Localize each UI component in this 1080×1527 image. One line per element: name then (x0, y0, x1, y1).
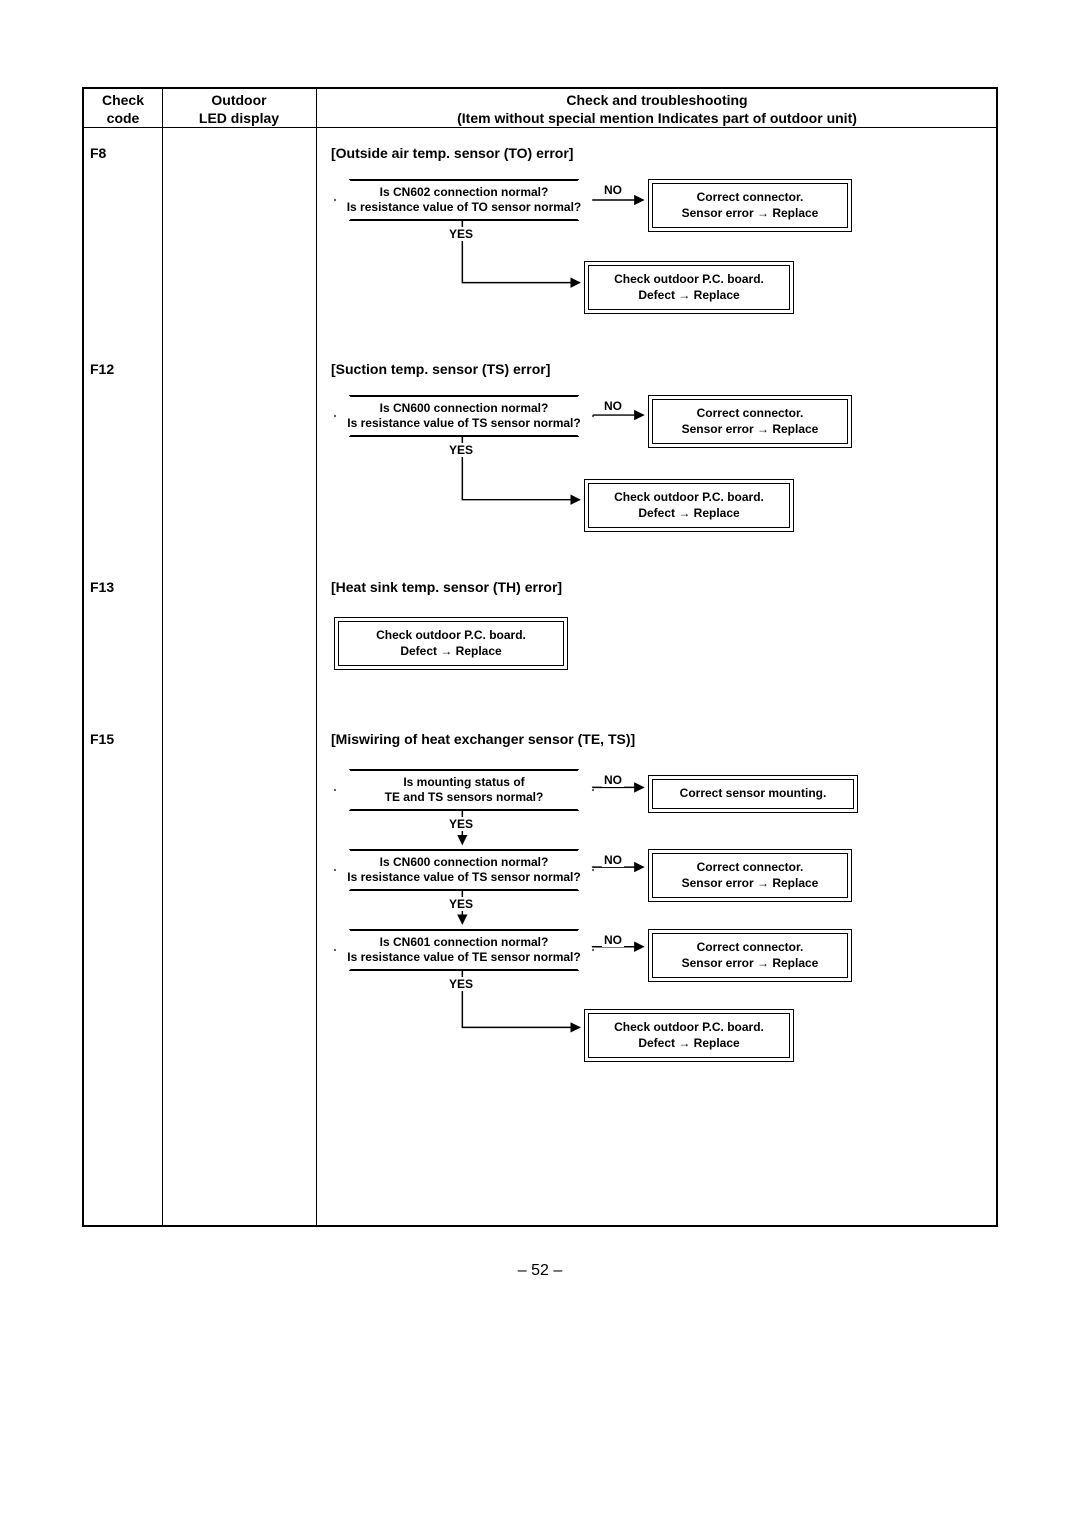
text: Sensor error → Replace (682, 876, 819, 890)
action-box: Correct connector. Sensor error → Replac… (648, 395, 852, 448)
action-box: Correct sensor mounting. (648, 775, 858, 813)
label-yes: YES (447, 977, 475, 991)
text: Is CN601 connection normal? (380, 935, 549, 949)
text: Defect → Replace (638, 1036, 739, 1050)
decision-box: Is mounting status of TE and TS sensors … (334, 769, 594, 811)
page-number: – 52 – (0, 1262, 1080, 1280)
label-yes: YES (447, 897, 475, 911)
text: Sensor error → Replace (682, 206, 819, 220)
label-no: NO (602, 853, 624, 867)
action-box: Check outdoor P.C. board. Defect → Repla… (334, 617, 568, 670)
label-no: NO (602, 773, 624, 787)
text: Check outdoor P.C. board. (614, 272, 764, 286)
text: Is resistance value of TE sensor normal? (347, 950, 580, 964)
label-yes: YES (447, 443, 475, 457)
decision-box: Is CN602 connection normal? Is resistanc… (334, 179, 594, 221)
text: Correct sensor mounting. (680, 786, 827, 800)
text: Defect → Replace (638, 288, 739, 302)
text: Is CN600 connection normal? (380, 855, 549, 869)
troubleshooting-table: Check code Outdoor LED display Check and… (82, 87, 998, 1227)
text: Sensor error → Replace (682, 956, 819, 970)
text: Correct connector. (697, 940, 804, 954)
decision-box: Is CN600 connection normal? Is resistanc… (334, 395, 594, 437)
action-box: Check outdoor P.C. board. Defect → Repla… (584, 1009, 794, 1062)
action-box: Check outdoor P.C. board. Defect → Repla… (584, 479, 794, 532)
text: Check outdoor P.C. board. (614, 1020, 764, 1034)
text: Correct connector. (697, 860, 804, 874)
text: Is resistance value of TS sensor normal? (347, 870, 580, 884)
text: Sensor error → Replace (682, 422, 819, 436)
text: Is CN602 connection normal? (380, 185, 549, 199)
decision-box: Is CN600 connection normal? Is resistanc… (334, 849, 594, 891)
action-box: Correct connector. Sensor error → Replac… (648, 929, 852, 982)
text: Defect → Replace (638, 506, 739, 520)
action-box: Correct connector. Sensor error → Replac… (648, 849, 852, 902)
text: Correct connector. (697, 190, 804, 204)
text: Correct connector. (697, 406, 804, 420)
action-box: Check outdoor P.C. board. Defect → Repla… (584, 261, 794, 314)
text: Is mounting status of (403, 775, 524, 789)
label-no: NO (602, 399, 624, 413)
text: Defect → Replace (400, 644, 501, 658)
decision-box: Is CN601 connection normal? Is resistanc… (334, 929, 594, 971)
action-box: Correct connector. Sensor error → Replac… (648, 179, 852, 232)
text: Check outdoor P.C. board. (376, 628, 526, 642)
text: Is resistance value of TS sensor normal? (347, 416, 580, 430)
text: Check outdoor P.C. board. (614, 490, 764, 504)
label-no: NO (602, 183, 624, 197)
text: TE and TS sensors normal? (385, 790, 544, 804)
text: Is CN600 connection normal? (380, 401, 549, 415)
label-yes: YES (447, 817, 475, 831)
text: Is resistance value of TO sensor normal? (347, 200, 582, 214)
label-no: NO (602, 933, 624, 947)
label-yes: YES (447, 227, 475, 241)
